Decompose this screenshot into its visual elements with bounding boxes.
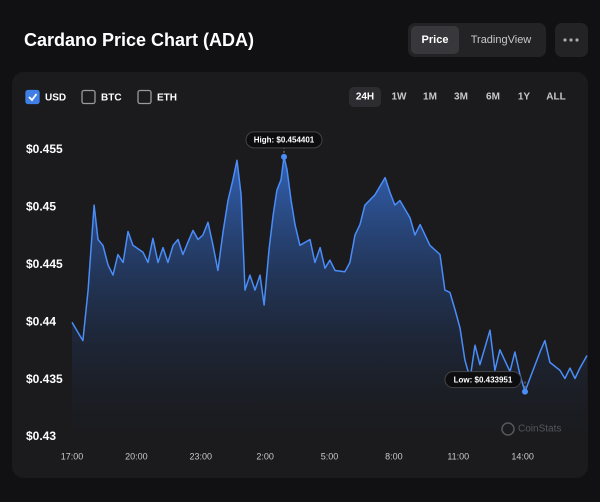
range-button[interactable]: 3M [454, 92, 468, 103]
dot-icon [575, 38, 579, 42]
dot-icon [563, 38, 567, 42]
annotation: Low: $0.433951 [454, 375, 513, 384]
x-tick-label: 11:00 [447, 451, 469, 461]
y-tick-label: $0.455 [26, 142, 63, 156]
range-button[interactable]: 1M [423, 92, 437, 103]
checkbox[interactable] [25, 89, 40, 105]
annotation-bg [245, 131, 323, 149]
tab[interactable]: Price [422, 34, 449, 46]
page-title: Cardano Price Chart (ADA) [24, 30, 254, 50]
range-button[interactable]: 6M [486, 92, 500, 103]
checkbox-label: USD [45, 93, 66, 104]
area-fill [72, 156, 587, 437]
check-icon [28, 93, 38, 102]
extreme-point [521, 388, 528, 395]
range-button[interactable]: 1W [392, 92, 408, 103]
x-tick-label: 14:00 [511, 451, 534, 461]
active-tab-bg [411, 26, 459, 54]
x-tick-label: 8:00 [385, 451, 403, 461]
controls: USD BTC ETH 24H 1W 1M 3M 6M 1Y ALL [25, 87, 566, 107]
watermark: CoinStats [518, 424, 561, 435]
extreme-point [281, 153, 288, 160]
watermark-icon [501, 422, 515, 436]
annotation-bg [444, 371, 522, 389]
checkbox[interactable] [81, 89, 96, 105]
range-button[interactable]: 24H [356, 92, 374, 103]
x-tick-label: 2:00 [256, 451, 274, 461]
x-tick-label: 23:00 [189, 451, 212, 461]
y-tick-label: $0.44 [26, 314, 56, 328]
y-tick-label: $0.43 [26, 429, 56, 443]
tab[interactable]: TradingView [471, 34, 532, 46]
x-tick-label: 20:00 [125, 451, 148, 461]
range-button[interactable]: 1Y [518, 92, 531, 103]
plot: $0.43 $0.435 $0.44 $0.445 $0.45 $0.455 17:00 20… [26, 131, 588, 461]
checkbox-label: ETH [157, 93, 177, 104]
x-tick-label: 17:00 [61, 451, 84, 461]
annotation: High: $0.454401 [254, 135, 315, 144]
range-button[interactable]: ALL [546, 92, 565, 103]
price-line [71, 156, 588, 393]
y-tick-label: $0.45 [26, 200, 56, 214]
checkbox[interactable] [137, 89, 152, 105]
y-tick-label: $0.435 [26, 372, 63, 386]
checkbox-label: BTC [101, 93, 122, 104]
x-tick-label: 5:00 [321, 451, 339, 461]
dot-icon [569, 38, 573, 42]
active-range-bg [349, 87, 381, 107]
y-tick-label: $0.445 [26, 257, 63, 271]
